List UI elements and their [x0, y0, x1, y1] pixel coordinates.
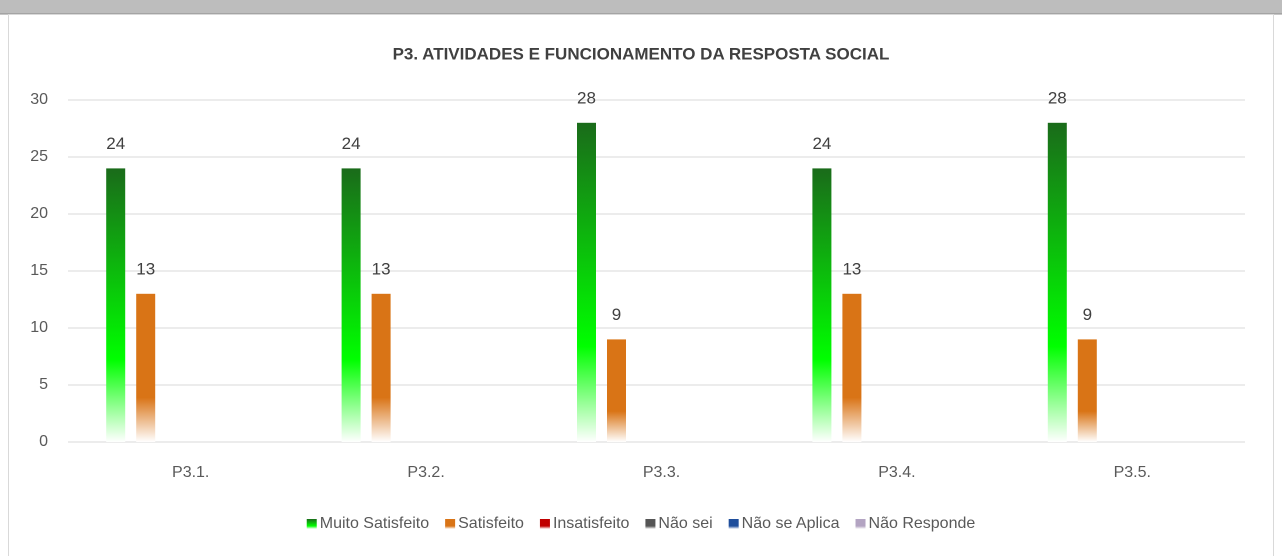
data-label: 9	[1083, 305, 1092, 324]
legend-label: Não se Aplica	[742, 515, 840, 532]
data-label: 13	[136, 259, 155, 278]
bar	[1077, 339, 1097, 442]
bar	[136, 293, 156, 442]
bar	[106, 168, 126, 442]
data-label: 13	[842, 259, 861, 278]
legend-swatch	[728, 519, 739, 529]
data-label: 13	[372, 259, 391, 278]
legend-swatch	[855, 519, 866, 529]
legend-label: Não Responde	[869, 515, 976, 532]
bar	[1047, 122, 1067, 443]
y-tick-label: 5	[39, 376, 48, 393]
top-band	[0, 0, 1282, 14]
legend-swatch	[445, 519, 456, 529]
y-tick-label: 15	[30, 262, 48, 279]
data-label: 9	[612, 305, 621, 324]
data-label: 24	[342, 134, 361, 153]
x-tick-label: P3.1.	[172, 464, 209, 481]
legend-swatch	[306, 519, 317, 529]
data-label: 24	[812, 134, 831, 153]
x-tick-label: P3.5.	[1114, 464, 1151, 481]
bar	[341, 168, 361, 442]
data-label: 28	[1048, 88, 1067, 107]
y-tick-label: 25	[30, 148, 48, 165]
data-label: 28	[577, 88, 596, 107]
bar	[842, 293, 862, 442]
x-tick-label: P3.2.	[407, 464, 444, 481]
chart-title: P3. ATIVIDADES E FUNCIONAMENTO DA RESPOS…	[393, 44, 890, 63]
bar	[812, 168, 832, 442]
x-tick-label: P3.3.	[643, 464, 680, 481]
y-tick-label: 20	[30, 205, 48, 222]
legend-label: Satisfeito	[458, 515, 524, 532]
bar	[371, 293, 391, 442]
legend-label: Muito Satisfeito	[320, 515, 429, 532]
legend-label: Insatisfeito	[553, 515, 630, 532]
bar	[607, 339, 626, 442]
data-label: 24	[106, 134, 125, 153]
legend: Muito Satisfeito Satisfeito Insatisfeito Nã…	[306, 515, 976, 532]
y-tick-label: 0	[39, 433, 48, 450]
x-tick-label: P3.4.	[878, 464, 915, 481]
y-tick-label: 10	[30, 319, 48, 336]
legend-swatch	[645, 519, 656, 529]
bar	[577, 122, 596, 443]
y-tick-label: 30	[30, 91, 48, 108]
legend-swatch	[539, 519, 550, 529]
legend-label: Não sei	[658, 515, 712, 532]
